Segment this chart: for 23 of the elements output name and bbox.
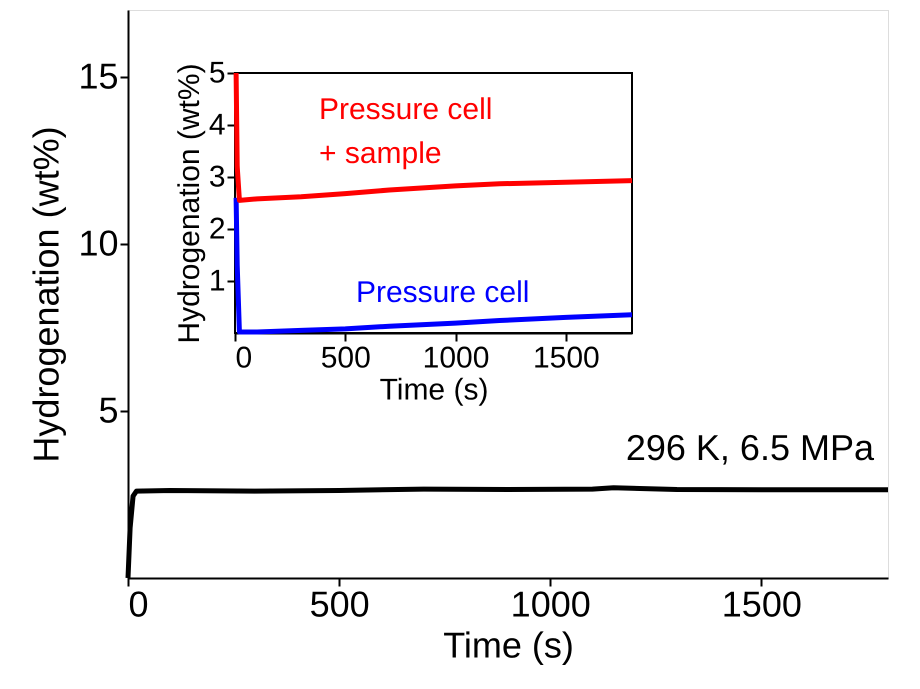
y-axis-title: Hydrogenation (wt%) [25, 126, 66, 463]
y-tick-label: 2 [208, 212, 226, 246]
series-label: Pressure cell + sample [319, 93, 492, 170]
x-tick-label: 1000 [422, 342, 490, 374]
x-tick-label: 0 [236, 342, 252, 374]
x-axis-title: Time (s) [380, 374, 488, 406]
x-tick-label: 500 [320, 342, 371, 374]
y-tick-label: 5 [98, 389, 118, 430]
x-axis-title: Time (s) [443, 624, 574, 666]
x-tick-label: 1500 [532, 342, 600, 374]
x-tick-label: 1500 [722, 584, 802, 624]
y-tick-label: 1 [208, 264, 226, 298]
annotation: 296 K, 6.5 MPa [626, 427, 875, 468]
y-tick-label: 4 [208, 108, 226, 142]
x-tick-label: 0 [128, 584, 149, 624]
y-axis-title: Hydrogenation (wt%) [172, 63, 206, 344]
series-label: Pressure cell [356, 276, 530, 309]
y-tick-label: 5 [208, 56, 226, 90]
x-tick-label: 500 [310, 584, 370, 624]
x-tick-label: 1000 [510, 584, 591, 624]
y-tick-label: 15 [78, 55, 118, 96]
y-tick-label: 3 [208, 160, 226, 194]
y-tick-label: 10 [78, 222, 118, 264]
